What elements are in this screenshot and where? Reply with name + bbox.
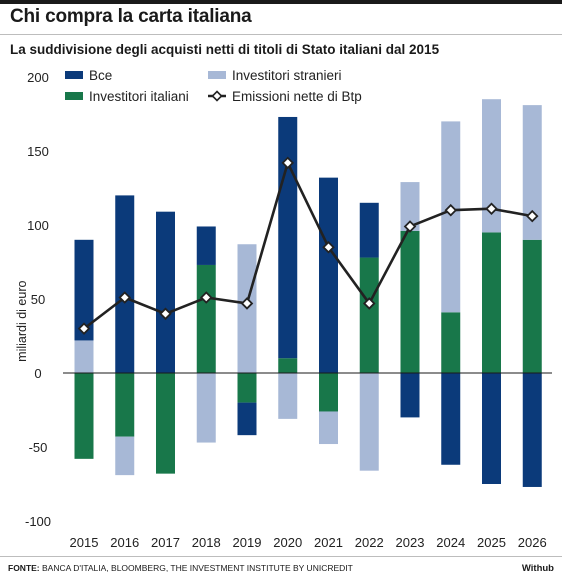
bar-segment-investitori-stranieri [400, 182, 420, 231]
chart-subtitle: La suddivisione degli acquisti netti di … [10, 42, 440, 57]
bar-segment-bce [482, 373, 501, 484]
y-tick-label: 100 [27, 218, 49, 233]
legend-label: Bce [89, 68, 112, 83]
footer-divider [0, 556, 562, 557]
bar-segment-investitori-stranieri [115, 436, 135, 476]
bar-segment-investitori-italiani [319, 373, 338, 412]
emissioni-marker [322, 240, 335, 254]
legend-label: Investitori italiani [89, 89, 189, 104]
bar-segment-bce [278, 116, 298, 359]
emissioni-marker [118, 291, 132, 304]
x-tick-label: 2022 [355, 535, 384, 550]
emissioni-marker [240, 297, 254, 310]
legend-label: Investitori stranieri [232, 68, 342, 83]
x-tick-label: 2026 [518, 535, 547, 550]
bar-segment-investitori-stranieri [196, 373, 216, 443]
x-tick-label: 2021 [314, 535, 343, 550]
legend-swatch-bce [65, 71, 83, 79]
emissioni-line [83, 161, 533, 330]
x-tick-label: 2025 [477, 535, 506, 550]
bar-segment-investitori-italiani [115, 373, 135, 437]
title-divider [0, 34, 562, 35]
emissioni-marker [485, 202, 498, 215]
bar-segment-bce [319, 177, 338, 373]
emissioni-marker [444, 203, 458, 217]
x-tick-label: 2017 [151, 535, 180, 550]
emissioni-marker [199, 291, 213, 304]
bar-segment-bce [74, 239, 94, 341]
emissioni-marker [403, 220, 417, 233]
bar-segment-investitori-stranieri [441, 121, 461, 313]
bar-segment-investitori-stranieri [359, 373, 379, 471]
x-tick-label: 2015 [70, 535, 99, 550]
x-tick-label: 2019 [233, 535, 262, 550]
y-tick-label: 150 [27, 144, 49, 159]
y-axis-label: miliardi di euro [15, 281, 29, 362]
bar-segment-bce [400, 373, 420, 418]
emissioni-marker [77, 322, 91, 335]
bar-segment-investitori-stranieri [74, 340, 94, 373]
x-tick-label: 2020 [273, 535, 302, 550]
bar-segment-bce [359, 202, 379, 258]
stacked-bar-chart: 200 150 100 50 0 -50 -100 miliardi di euro 2015 2… [15, 68, 552, 550]
top-rule [0, 0, 562, 4]
emissioni-marker [159, 307, 172, 321]
bar-segment-bce [115, 195, 135, 373]
y-tick-label: 0 [34, 366, 41, 381]
y-tick-label: -100 [25, 514, 51, 529]
legend-swatch-italiani [65, 92, 83, 100]
x-tick-label: 2023 [396, 535, 425, 550]
bar-segment-investitori-stranieri [319, 411, 338, 445]
legend-swatch-marker [211, 90, 223, 102]
legend-label: Emissioni nette di Btp [232, 89, 362, 104]
bar-segment-investitori-italiani [156, 373, 175, 474]
y-tick-label: 50 [31, 292, 45, 307]
bar-segment-investitori-italiani [400, 230, 420, 373]
bar-segment-investitori-italiani [441, 312, 461, 373]
bar-segment-investitori-italiani [196, 264, 216, 373]
bar-segment-bce [156, 211, 175, 373]
x-tick-label: 2016 [110, 535, 139, 550]
bar-segment-investitori-italiani [74, 373, 94, 459]
chart-title: Chi compra la carta italiana [10, 6, 252, 27]
bar-segment-investitori-italiani [482, 232, 501, 373]
bar-segment-bce [441, 373, 461, 465]
source-label: FONTE: [8, 563, 40, 573]
emissioni-marker [281, 156, 295, 170]
bar-segment-bce [237, 402, 257, 436]
bar-segment-bce [522, 373, 542, 487]
y-tick-label: 200 [27, 70, 49, 85]
x-tick-label: 2024 [436, 535, 465, 550]
emissioni-marker [525, 209, 539, 223]
bar-segment-investitori-stranieri [278, 373, 298, 419]
bar-segment-investitori-italiani [278, 358, 298, 373]
x-tick-label: 2018 [192, 535, 221, 550]
legend-swatch-stranieri [208, 71, 226, 79]
brand-logo: Withub [521, 563, 554, 574]
bar-segment-investitori-italiani [359, 257, 379, 373]
bar-segment-investitori-italiani [522, 239, 542, 373]
source-note: FONTE: BANCA D'ITALIA, BLOOMBERG, THE IN… [8, 563, 353, 573]
bar-segment-investitori-stranieri [522, 105, 542, 240]
bar-segment-investitori-stranieri [482, 99, 501, 233]
y-tick-label: -50 [29, 440, 48, 455]
emissioni-marker [362, 297, 376, 310]
bar-segment-bce [196, 226, 216, 265]
bar-segment-investitori-italiani [237, 373, 257, 403]
source-text: BANCA D'ITALIA, BLOOMBERG, THE INVESTMEN… [42, 563, 353, 573]
